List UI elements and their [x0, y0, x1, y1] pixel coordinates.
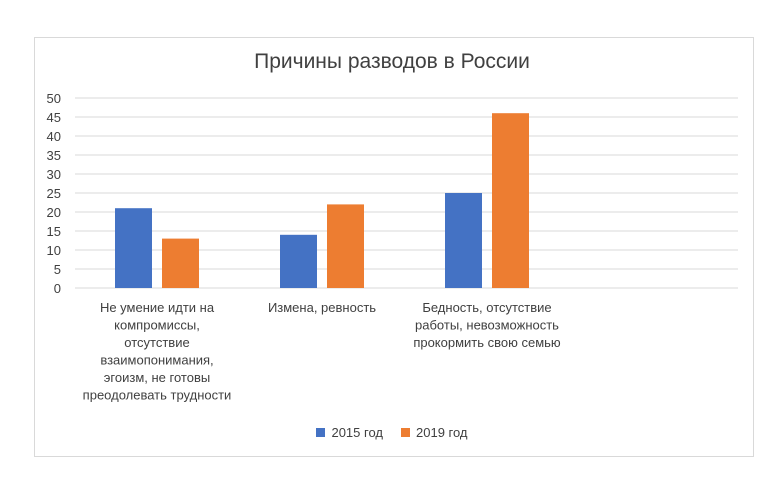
x-category-label: Измена, ревность: [268, 300, 376, 315]
chart-title: Причины разводов в России: [254, 50, 530, 73]
y-tick-label: 10: [47, 243, 61, 258]
bars: [115, 113, 529, 288]
legend-item-2019: 2019 год: [401, 425, 468, 440]
x-axis-labels: Не умение идти на компромиссы, отсутствие в…: [83, 300, 561, 403]
legend-swatch-2015: [316, 428, 326, 437]
gridlines: [75, 97, 738, 289]
legend-label-2015: 2015 год: [331, 425, 383, 440]
legend-item-2015: 2015 год: [316, 425, 383, 440]
y-tick-label: 0: [54, 281, 61, 296]
y-tick-label: 45: [47, 110, 61, 125]
bar-2019-cat3: [492, 113, 529, 288]
y-tick-label: 40: [47, 129, 61, 144]
bar-2015-cat1: [115, 208, 152, 288]
bar-2019-cat1: [162, 238, 199, 288]
y-axis-ticks: 0 5 10 15 20 25 30 35 40 45 50: [47, 91, 61, 296]
y-tick-label: 5: [54, 262, 61, 277]
y-tick-label: 35: [47, 148, 61, 163]
y-tick-label: 50: [47, 91, 61, 106]
chart-frame: [34, 37, 754, 457]
bar-2015-cat2: [280, 234, 317, 288]
bar-2019-cat2: [327, 204, 364, 288]
legend: 2015 год 2019 год: [0, 425, 784, 440]
bar-2015-cat3: [445, 193, 482, 288]
y-tick-label: 15: [47, 224, 61, 239]
y-tick-label: 20: [47, 205, 61, 220]
x-category-label: Бедность, отсутствие работы, невозможност…: [413, 300, 561, 350]
y-tick-label: 30: [47, 167, 61, 182]
y-tick-label: 25: [47, 186, 61, 201]
legend-swatch-2019: [401, 428, 410, 437]
legend-label-2019: 2019 год: [416, 425, 468, 440]
x-category-label: Не умение идти на компромиссы, отсутствие в…: [83, 300, 232, 403]
